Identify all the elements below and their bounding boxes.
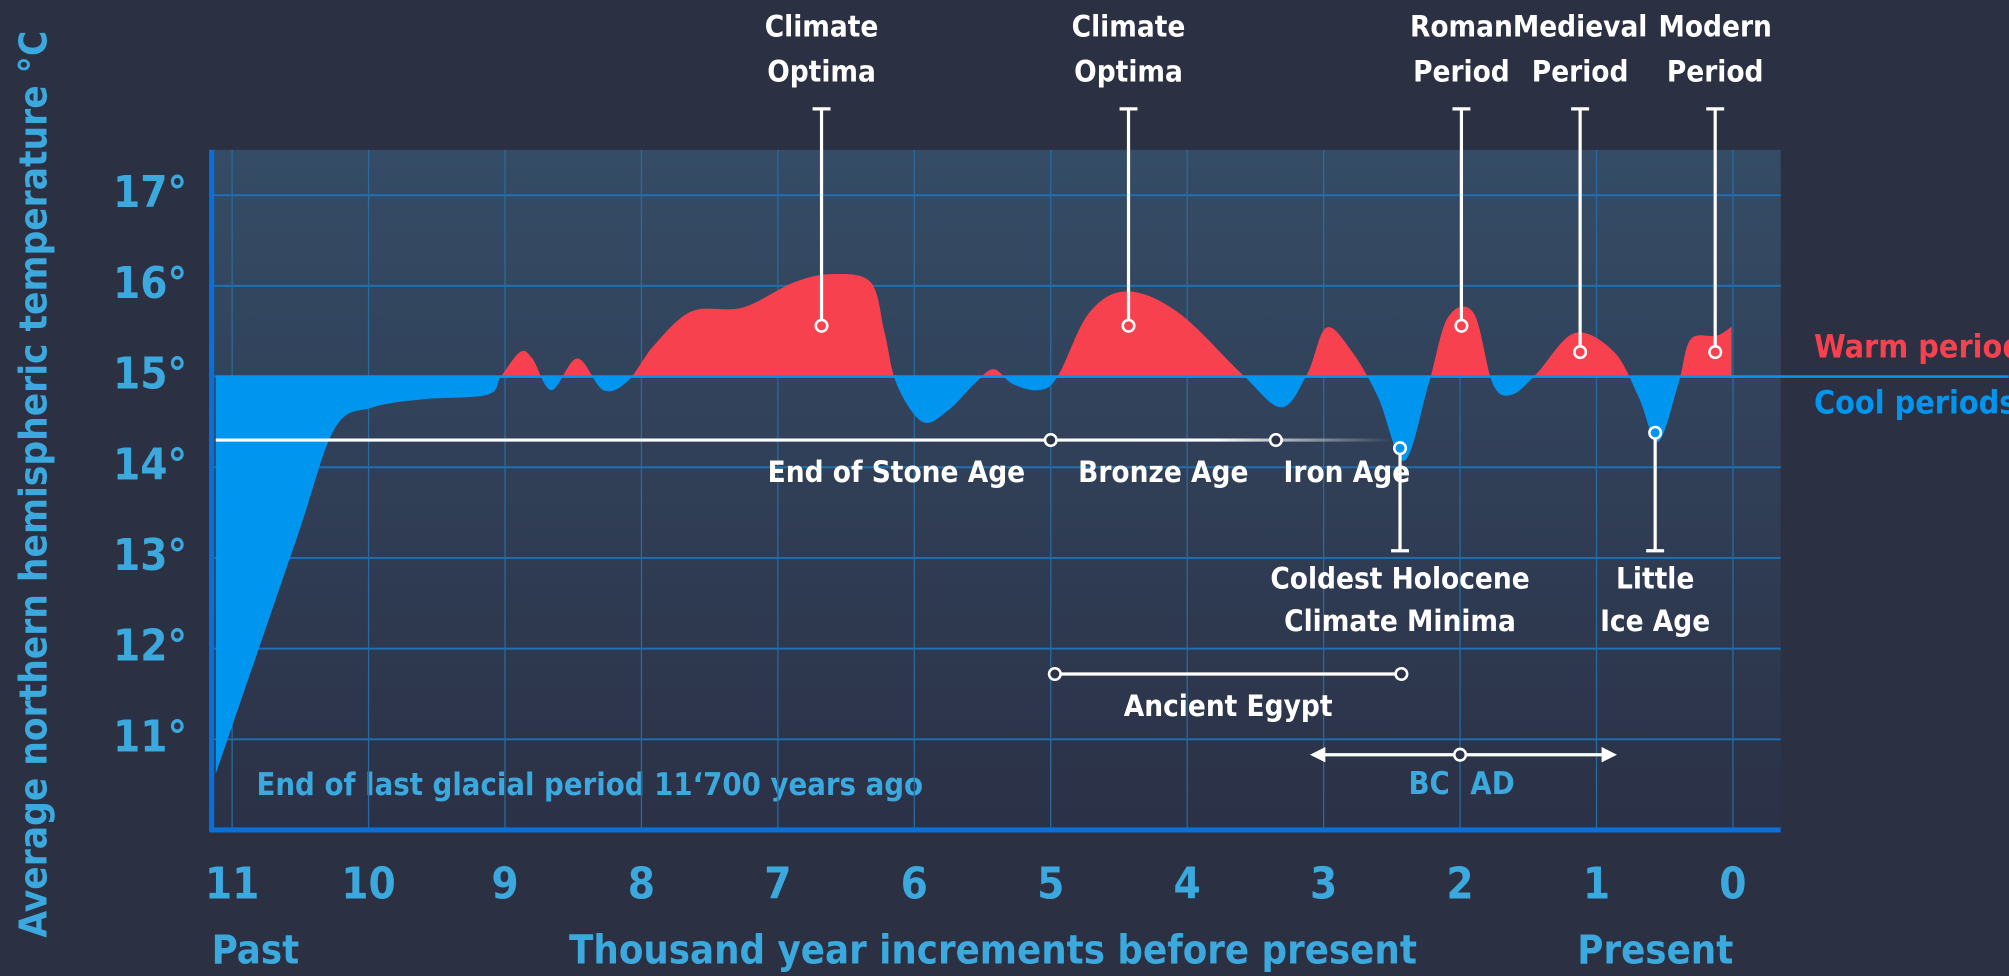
era-boundary [1043,433,1058,448]
x-tick-label: 2 [1446,859,1473,909]
legend-label: Cool periods [1814,384,2009,422]
era-boundary [1268,433,1283,448]
annotation-point [1121,318,1136,333]
x-axis-title: Thousand year increments before present [569,927,1417,973]
x-tick-label: 3 [1310,859,1337,909]
bc-label: BC [1408,766,1449,802]
x-tick-label: 6 [901,859,928,909]
annotation-label: Climate [765,10,879,44]
annotation-point [1708,345,1723,360]
annotation-label: Period [1667,55,1764,89]
x-tick-label: 8 [628,859,655,909]
past-label: Past [212,927,300,973]
annotation-point [814,318,829,333]
annotation-label: Modern [1658,10,1771,44]
x-tick-label: 9 [491,859,518,909]
y-tick-label: 16° [113,259,187,309]
annotation-point [1454,318,1469,333]
era-label: End of Stone Age [768,455,1025,489]
annotation-label: Optima [1074,55,1183,89]
egypt-end [1394,666,1409,682]
y-tick-label: 13° [113,531,187,581]
annotation-label: Roman [1410,10,1513,44]
y-tick-label: 14° [113,440,187,490]
annotation-label: Coldest Holocene [1270,562,1529,596]
present-label: Present [1577,927,1733,973]
annotation-label: Climate [1072,10,1186,44]
annotation-label: Ice Age [1600,604,1710,638]
annotation-label: Little [1616,562,1694,596]
warm-area [215,274,1732,377]
era-label: Iron Age [1284,455,1411,489]
y-tick-label: 17° [113,168,187,218]
plot-area [211,149,1781,830]
arrow-head [1601,747,1617,763]
egypt-end [1047,666,1062,682]
egypt-label: Ancient Egypt [1124,689,1333,723]
y-tick-label: 12° [113,622,187,672]
ad-label: AD [1470,766,1514,802]
annotation-label: Medieval [1513,10,1648,44]
x-tick-label: 0 [1719,859,1746,909]
era-label: Bronze Age [1078,455,1248,489]
y-tick-label: 15° [113,350,187,400]
annotation-label: Climate Minima [1284,604,1516,638]
annotation-label: Period [1532,55,1629,89]
annotation-point [1648,425,1663,440]
annotation-label: Optima [767,55,876,89]
x-tick-label: 7 [764,859,791,909]
x-tick-label: 5 [1037,859,1064,909]
annotation-point [1573,345,1588,360]
annotation-label: Period [1413,55,1510,89]
legend-label: Warm periods [1814,327,2009,365]
x-tick-label: 1 [1583,859,1610,909]
annotation-point [1392,441,1408,456]
y-axis-title: Average northern hemispheric temperature… [12,31,57,938]
x-tick-label: 11 [205,859,260,909]
x-tick-label: 10 [341,859,396,909]
x-tick-label: 4 [1174,859,1201,909]
bc-ad-point [1453,747,1468,762]
arrow-head [1309,747,1326,763]
y-tick-label: 11° [113,712,187,762]
layer: 11°12°13°14°15°16°17°11 10 9 8 7 6 5 4 3 2 1 0Warm … [113,10,2009,910]
note: End of last glacial period 11‘700 years … [256,767,923,803]
